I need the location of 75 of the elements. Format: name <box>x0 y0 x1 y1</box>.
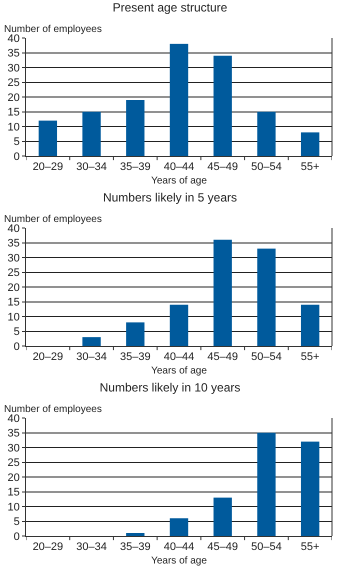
bar <box>257 432 276 536</box>
x-tick-label: 55+ <box>300 351 320 364</box>
bar <box>170 518 188 536</box>
bar <box>257 248 276 346</box>
bar <box>126 322 144 346</box>
x-tick-label: 20–29 <box>32 351 64 364</box>
x-tick-label: 50–54 <box>251 351 282 364</box>
x-tick-label: 45–49 <box>207 161 238 174</box>
chart-title: Numbers likely in 10 years <box>100 380 240 394</box>
chart-title: Present age structure <box>112 0 228 14</box>
y-tick-label: 5 <box>14 516 20 528</box>
bar <box>300 132 320 156</box>
x-tick-label: 40–44 <box>164 541 194 554</box>
x-tick-label: 55+ <box>300 161 320 174</box>
y-axis-title: Number of employees <box>4 24 102 35</box>
y-tick-label: 20 <box>8 92 20 104</box>
y-tick-label: 10 <box>8 121 20 134</box>
y-tick-label: 10 <box>8 311 20 324</box>
y-tick-label: 40 <box>8 412 20 425</box>
y-tick-label: 15 <box>8 296 20 309</box>
bar <box>214 498 232 536</box>
y-tick-label: 10 <box>8 501 20 514</box>
y-tick-label: 20 <box>8 282 20 294</box>
y-tick-label: 25 <box>8 457 20 470</box>
bar <box>82 337 101 346</box>
x-axis-title: Years of age <box>151 556 208 567</box>
y-tick-label: 5 <box>14 136 20 148</box>
y-tick-label: 35 <box>8 48 20 60</box>
y-tick-label: 0 <box>14 530 20 543</box>
y-tick-label: 0 <box>14 340 20 353</box>
x-tick-label: 50–54 <box>251 541 282 554</box>
x-tick-label: 50–54 <box>251 161 282 174</box>
x-axis-title: Years of age <box>151 176 208 187</box>
y-tick-label: 35 <box>8 428 20 440</box>
y-axis-title: Number of employees <box>4 404 102 415</box>
x-tick-label: 35–39 <box>120 161 151 174</box>
x-tick-label: 45–49 <box>207 541 238 554</box>
chart-title: Numbers likely in 5 years <box>102 190 238 204</box>
bar <box>126 100 144 156</box>
bar <box>170 304 188 346</box>
bar <box>300 304 320 346</box>
y-tick-label: 30 <box>8 62 20 74</box>
x-tick-label: 30–34 <box>76 351 107 364</box>
x-tick-label: 35–39 <box>120 351 151 364</box>
y-tick-label: 25 <box>8 77 20 90</box>
y-tick-label: 30 <box>8 442 20 454</box>
y-tick-label: 40 <box>8 222 20 235</box>
y-tick-label: 35 <box>8 238 20 250</box>
x-tick-label: 55+ <box>300 541 320 554</box>
y-tick-label: 15 <box>8 106 20 119</box>
bar <box>38 120 58 156</box>
x-tick-label: 40–44 <box>164 161 194 174</box>
bar <box>214 240 232 346</box>
x-axis-title: Years of age <box>151 366 208 377</box>
bar <box>300 442 320 536</box>
bar <box>126 533 144 536</box>
x-tick-label: 20–29 <box>32 541 64 554</box>
bar <box>82 112 101 156</box>
x-tick-label: 20–29 <box>32 161 64 174</box>
y-axis-title: Number of employees <box>4 214 102 225</box>
y-tick-label: 40 <box>8 32 20 45</box>
y-tick-label: 0 <box>14 150 20 163</box>
bar <box>257 112 276 156</box>
y-tick-label: 30 <box>8 252 20 264</box>
x-tick-label: 40–44 <box>164 351 194 364</box>
x-tick-label: 30–34 <box>76 161 107 174</box>
y-tick-label: 25 <box>8 267 20 280</box>
x-tick-label: 35–39 <box>120 541 151 554</box>
bar <box>170 44 188 156</box>
x-tick-label: 45–49 <box>207 351 238 364</box>
x-tick-label: 30–34 <box>76 541 107 554</box>
y-tick-label: 5 <box>14 326 20 338</box>
y-tick-label: 20 <box>8 472 20 484</box>
y-tick-label: 15 <box>8 486 20 499</box>
bar <box>214 56 232 156</box>
